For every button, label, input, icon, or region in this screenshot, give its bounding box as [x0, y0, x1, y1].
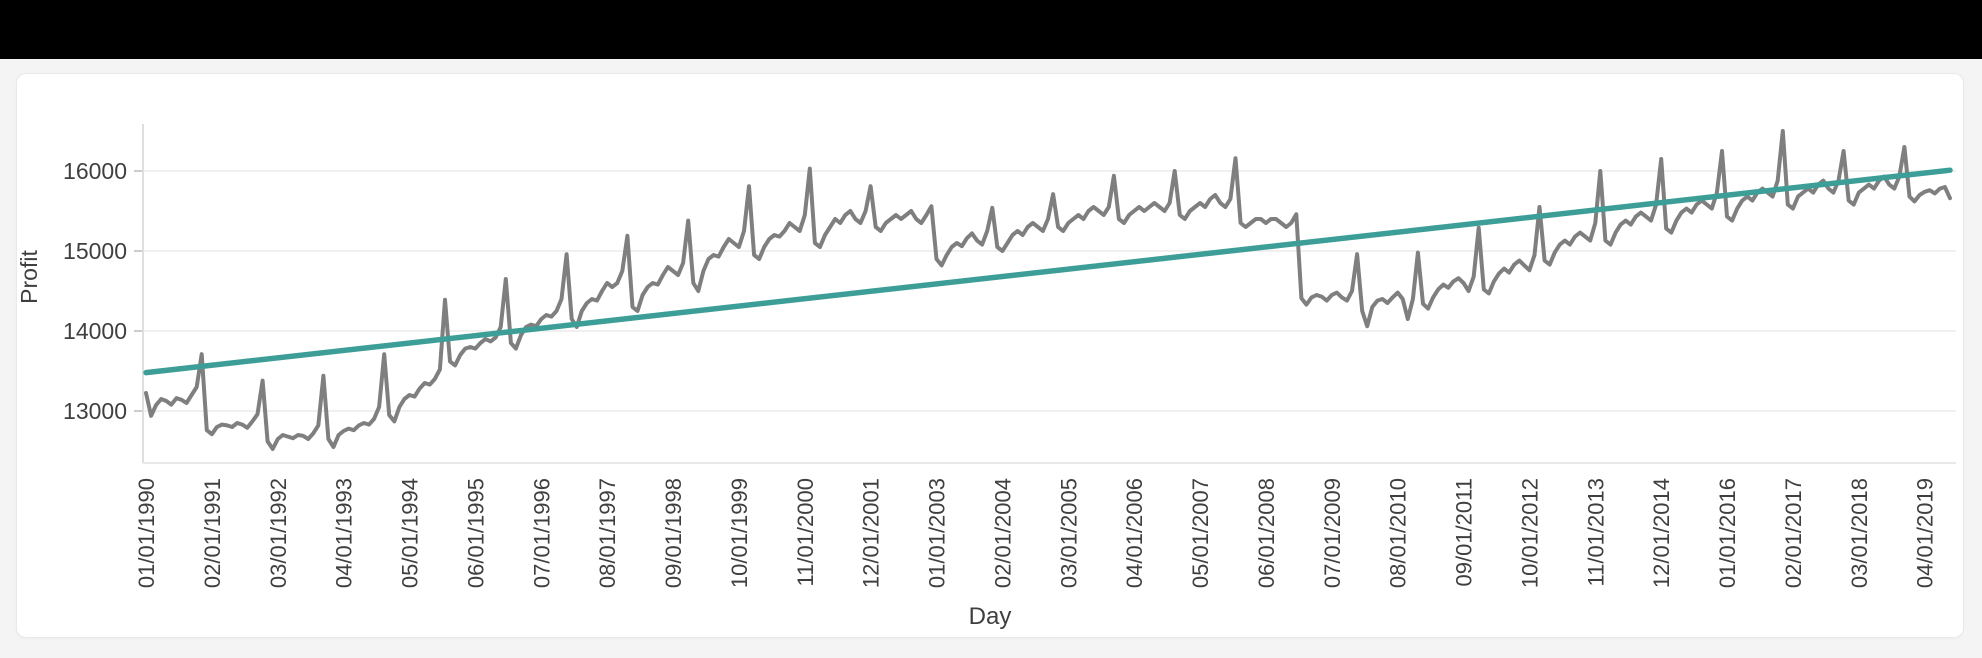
x-tick-label: 07/01/2009	[1320, 478, 1345, 588]
x-tick-label: 07/01/1996	[529, 478, 554, 588]
y-tick-label: 15000	[63, 238, 127, 264]
x-tick-label: 10/01/1999	[727, 478, 752, 588]
x-tick-label: 08/01/1997	[595, 478, 620, 588]
x-tick-label: 12/01/2014	[1649, 478, 1674, 588]
x-tick-label: 04/01/1993	[332, 478, 357, 588]
x-tick-label: 03/01/2005	[1056, 478, 1081, 588]
trend-line	[143, 167, 1953, 376]
x-tick-label: 09/01/1998	[661, 478, 686, 588]
x-tick-label: 03/01/2018	[1847, 478, 1872, 588]
x-tick-label: 04/01/2006	[1122, 478, 1147, 588]
x-tick-label: 02/01/2004	[990, 478, 1015, 588]
x-tick-label: 11/01/2013	[1583, 478, 1608, 586]
x-axis-title: Day	[968, 603, 1012, 630]
profit-series-line	[144, 129, 1952, 451]
x-tick-label: 11/01/2000	[793, 478, 818, 586]
x-tick-label: 01/01/1990	[134, 478, 159, 588]
x-tick-label: 02/01/2017	[1781, 478, 1806, 588]
x-tick-label: 04/01/2019	[1913, 478, 1938, 588]
x-tick-label: 02/01/1991	[200, 478, 225, 588]
x-tick-label: 05/01/2007	[1188, 478, 1213, 588]
x-tick-label: 06/01/2008	[1254, 478, 1279, 588]
x-tick-label: 01/01/2003	[925, 478, 950, 588]
x-tick-label: 01/01/2016	[1715, 478, 1740, 588]
x-tick-label: 12/01/2001	[859, 478, 884, 588]
chart-card: 13000 14000 15000 16000 01/01/1990 02/01/1991…	[16, 73, 1964, 638]
y-tick-label: 14000	[63, 318, 127, 344]
x-tick-label: 05/01/1994	[398, 478, 423, 588]
x-tick-label: 10/01/2012	[1517, 478, 1542, 588]
x-tick-label: 08/01/2010	[1386, 478, 1411, 588]
x-tick-label: 06/01/1995	[463, 478, 488, 588]
y-tick-label: 16000	[63, 158, 127, 184]
top-bar	[0, 0, 1982, 59]
y-tick-label: 13000	[63, 398, 127, 424]
y-axis-title: Profit	[16, 250, 42, 304]
x-tick-label: 09/01/2011	[1452, 478, 1477, 586]
profit-line-chart[interactable]: 13000 14000 15000 16000 01/01/1990 02/01/1991…	[17, 74, 1965, 639]
x-tick-label: 03/01/1992	[266, 478, 291, 588]
